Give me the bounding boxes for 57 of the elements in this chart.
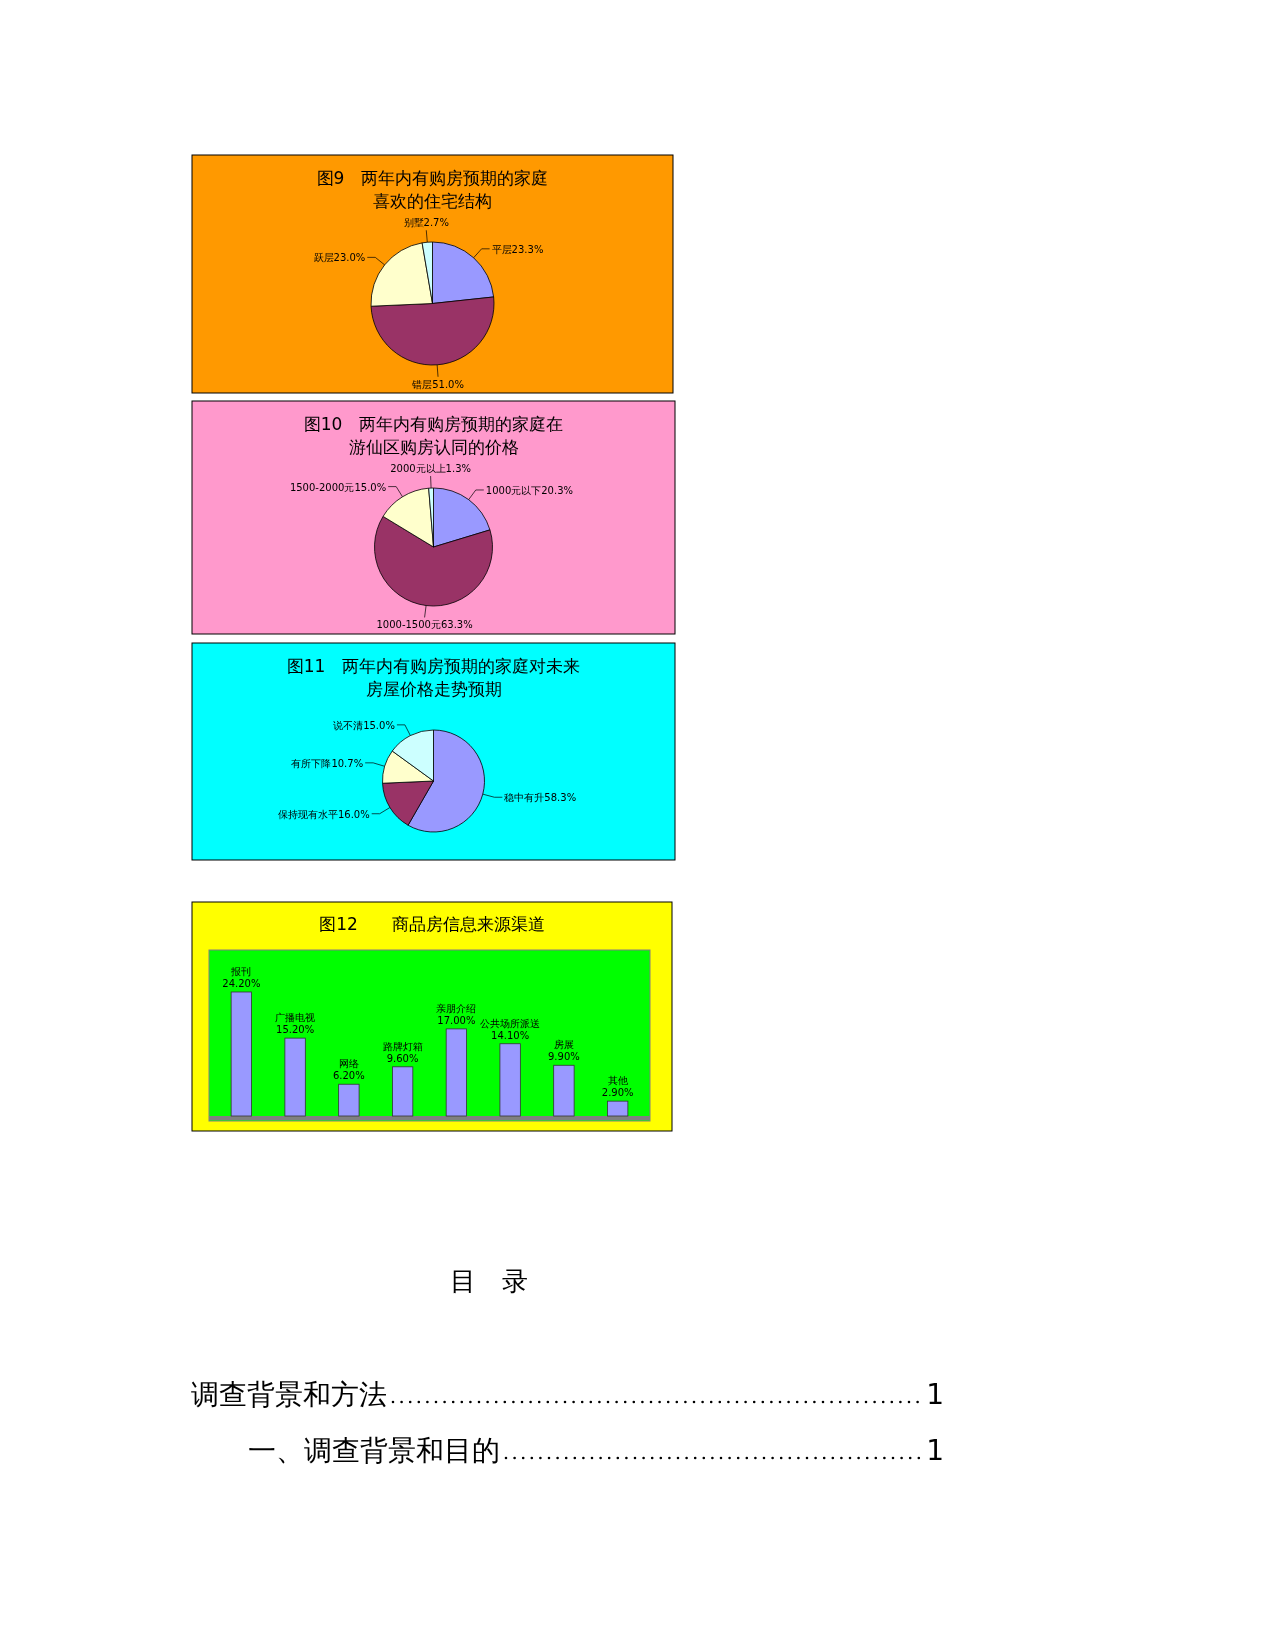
data-label: 16.0%: [337, 808, 370, 820]
x-tick-label: 网络: [338, 1058, 359, 1070]
bar: [553, 1064, 575, 1117]
slice-label: 稳中有升: [504, 792, 545, 804]
slice-label: 跃层: [313, 252, 334, 264]
bar: [499, 1043, 521, 1117]
data-label: 23.0%: [333, 252, 366, 264]
data-label: 23.3%: [511, 243, 544, 255]
data-label: 14.10%: [491, 1029, 530, 1041]
data-label: 15.0%: [354, 481, 387, 493]
slice-label: 1500-2000元: [289, 481, 355, 493]
chart-title: 图11 两年内有购房预期的家庭对未来房屋价格走势预期: [286, 656, 581, 699]
bar: [284, 1037, 306, 1117]
bar: [392, 1066, 414, 1117]
data-label: 6.20%: [332, 1070, 365, 1082]
x-tick-label: 其他: [607, 1075, 628, 1087]
text: 1: [926, 1378, 944, 1411]
chart-title: 图9 两年内有购房预期的家庭喜欢的住宅结构: [316, 168, 549, 211]
data-label: 63.3%: [440, 619, 473, 631]
data-label: 10.7%: [331, 757, 364, 769]
x-tick-label: 亲朋介绍: [436, 1002, 477, 1014]
chart-title: 图12 商品房信息来源渠道: [319, 914, 545, 934]
x-tick-label: 广播电视: [275, 1012, 316, 1024]
x-tick-label: 房展: [553, 1039, 574, 1051]
slice-label: 错层: [411, 378, 433, 390]
slice-label: 保持现有水平: [277, 808, 338, 820]
slice-label: 2000元以上: [390, 463, 446, 475]
text: 一、调查背景和目的: [248, 1434, 500, 1467]
data-label: 58.3%: [544, 792, 577, 804]
slice-label: 别墅: [403, 217, 424, 229]
bar: [445, 1028, 467, 1117]
slice-label: 平层: [491, 243, 512, 255]
data-label: 1.3%: [445, 463, 472, 475]
data-label: 51.0%: [432, 378, 464, 390]
data-label: 2.7%: [423, 217, 449, 229]
bar: [338, 1083, 360, 1117]
x-tick-label: 公共场所派送: [480, 1017, 541, 1029]
data-label: 17.00%: [437, 1014, 476, 1026]
data-label: 15.0%: [363, 719, 395, 731]
data-label: 15.20%: [276, 1024, 315, 1036]
data-label: 20.3%: [541, 484, 574, 496]
slice-label: 1000元以下: [485, 484, 542, 496]
chart-title: 图10 两年内有购房预期的家庭在游仙区购房认同的价格: [303, 414, 564, 457]
data-label: 9.90%: [548, 1051, 580, 1063]
text: 调查背景和方法: [191, 1378, 387, 1411]
data-label: 9.60%: [386, 1052, 419, 1064]
data-label: 2.90%: [601, 1087, 634, 1099]
slice-label: 有所下降: [291, 757, 332, 769]
data-label: 24.20%: [222, 978, 261, 989]
bar: [230, 991, 252, 1117]
text: 1: [926, 1434, 944, 1467]
bar: [607, 1100, 629, 1117]
text: 目 录: [450, 1266, 528, 1296]
x-tick-label: 报刊: [230, 966, 252, 977]
x-tick-label: 路牌灯箱: [382, 1040, 423, 1052]
slice-label: 说不清: [333, 719, 364, 731]
slice-label: 1000-1500元: [376, 619, 441, 631]
